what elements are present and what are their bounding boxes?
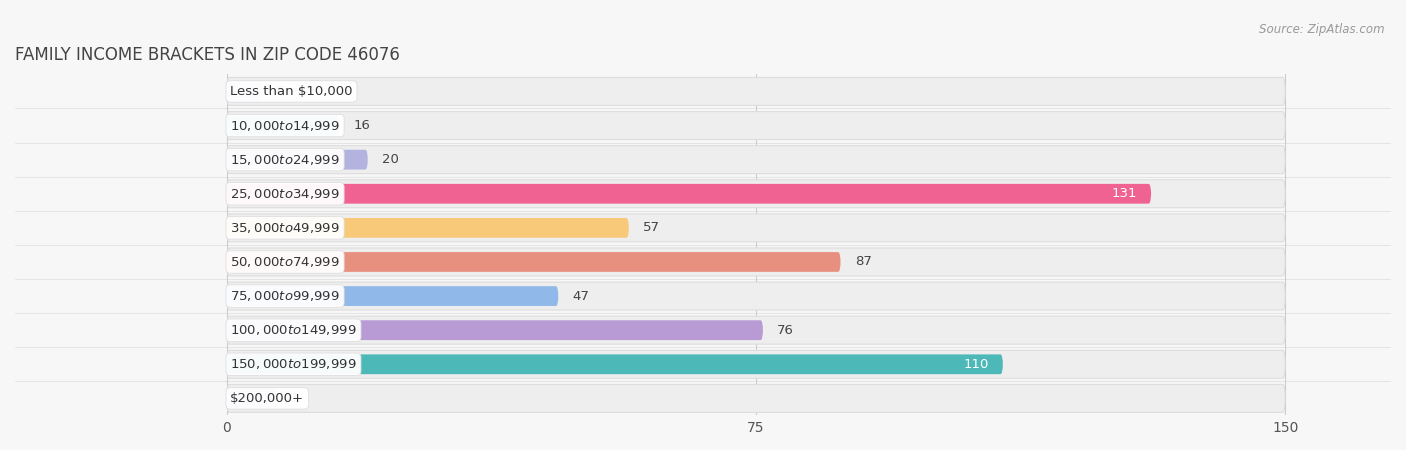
Text: 7: 7 [290,392,298,405]
Text: 87: 87 [855,256,872,269]
Text: Less than $10,000: Less than $10,000 [231,85,353,98]
FancyBboxPatch shape [226,146,1285,174]
FancyBboxPatch shape [226,150,368,170]
FancyBboxPatch shape [226,320,763,340]
FancyBboxPatch shape [226,81,262,101]
Text: $150,000 to $199,999: $150,000 to $199,999 [231,357,357,371]
FancyBboxPatch shape [226,248,1285,276]
Text: 20: 20 [382,153,399,166]
FancyBboxPatch shape [226,384,1285,412]
FancyBboxPatch shape [226,286,558,306]
Text: $75,000 to $99,999: $75,000 to $99,999 [231,289,340,303]
Text: 16: 16 [354,119,371,132]
FancyBboxPatch shape [226,184,1152,204]
Text: $100,000 to $149,999: $100,000 to $149,999 [231,323,357,337]
Text: 57: 57 [643,221,659,234]
FancyBboxPatch shape [226,388,276,408]
FancyBboxPatch shape [226,77,1285,105]
FancyBboxPatch shape [226,218,628,238]
Text: 131: 131 [1112,187,1137,200]
Text: $200,000+: $200,000+ [231,392,304,405]
FancyBboxPatch shape [226,355,1002,374]
FancyBboxPatch shape [226,350,1285,378]
FancyBboxPatch shape [226,116,340,135]
Text: 47: 47 [572,290,589,302]
Text: $35,000 to $49,999: $35,000 to $49,999 [231,221,340,235]
Text: FAMILY INCOME BRACKETS IN ZIP CODE 46076: FAMILY INCOME BRACKETS IN ZIP CODE 46076 [15,46,399,64]
Text: $15,000 to $24,999: $15,000 to $24,999 [231,153,340,166]
Text: $50,000 to $74,999: $50,000 to $74,999 [231,255,340,269]
FancyBboxPatch shape [226,180,1285,208]
FancyBboxPatch shape [226,316,1285,344]
Text: Source: ZipAtlas.com: Source: ZipAtlas.com [1260,22,1385,36]
Text: 110: 110 [963,358,988,371]
FancyBboxPatch shape [226,252,841,272]
FancyBboxPatch shape [226,214,1285,242]
Text: 5: 5 [276,85,284,98]
FancyBboxPatch shape [226,282,1285,310]
FancyBboxPatch shape [226,112,1285,140]
Text: $10,000 to $14,999: $10,000 to $14,999 [231,118,340,133]
Text: 76: 76 [778,324,794,337]
Text: $25,000 to $34,999: $25,000 to $34,999 [231,187,340,201]
